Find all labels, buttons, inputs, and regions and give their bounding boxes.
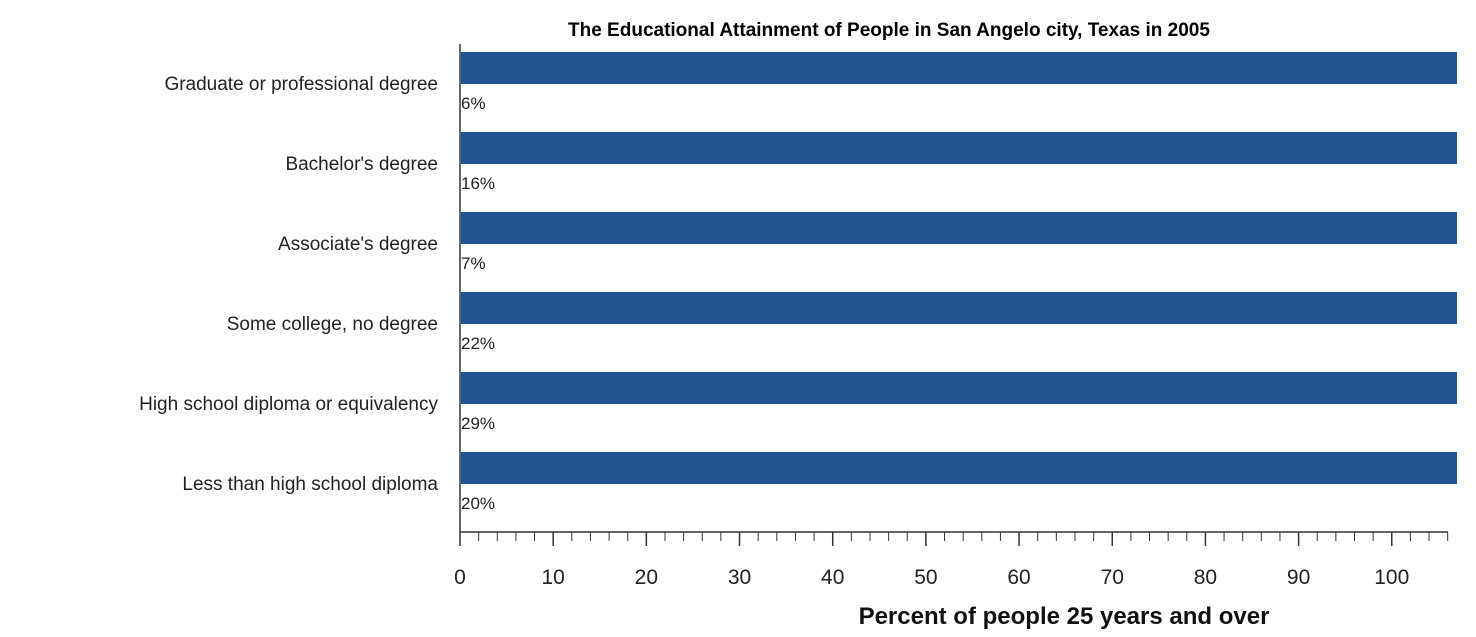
x-tick-label: 10 <box>541 566 564 589</box>
x-tick-label: 80 <box>1194 566 1217 589</box>
data-label: 6% <box>461 94 486 113</box>
data-label: 7% <box>461 254 486 273</box>
data-label: 16% <box>461 174 495 193</box>
bars <box>461 52 1457 484</box>
x-tick-label: 60 <box>1007 566 1030 589</box>
data-label: 29% <box>461 414 495 433</box>
x-tick-label: 100 <box>1374 566 1409 589</box>
x-tick-label: 0 <box>454 566 466 589</box>
x-tick-label: 20 <box>635 566 658 589</box>
data-label: 22% <box>461 334 495 353</box>
category-label: Some college, no degree <box>227 314 438 335</box>
bar <box>461 292 1457 324</box>
category-label: Associate's degree <box>278 234 438 255</box>
chart-title: The Educational Attainment of People in … <box>568 20 1210 41</box>
category-label: Bachelor's degree <box>285 154 438 175</box>
x-tick-label: 70 <box>1101 566 1124 589</box>
bar <box>461 52 1457 84</box>
bar <box>461 212 1457 244</box>
bar <box>461 372 1457 404</box>
category-labels: Graduate or professional degree Bachelor'… <box>139 74 438 495</box>
bar <box>461 452 1457 484</box>
bar <box>461 132 1457 164</box>
x-tick-label: 40 <box>821 566 844 589</box>
category-label: High school diploma or equivalency <box>139 394 438 415</box>
data-label: 20% <box>461 494 495 513</box>
x-axis-ticks: 0 10 20 30 40 50 60 70 80 90 100 <box>454 532 1449 589</box>
x-tick-label: 90 <box>1287 566 1310 589</box>
x-tick-label: 30 <box>728 566 751 589</box>
category-label: Less than high school diploma <box>182 474 438 495</box>
x-axis-label: Percent of people 25 years and over <box>859 603 1270 630</box>
category-label: Graduate or professional degree <box>164 74 438 95</box>
x-tick-label: 50 <box>914 566 937 589</box>
data-labels: 6% 16% 7% 22% 29% 20% <box>461 94 495 513</box>
